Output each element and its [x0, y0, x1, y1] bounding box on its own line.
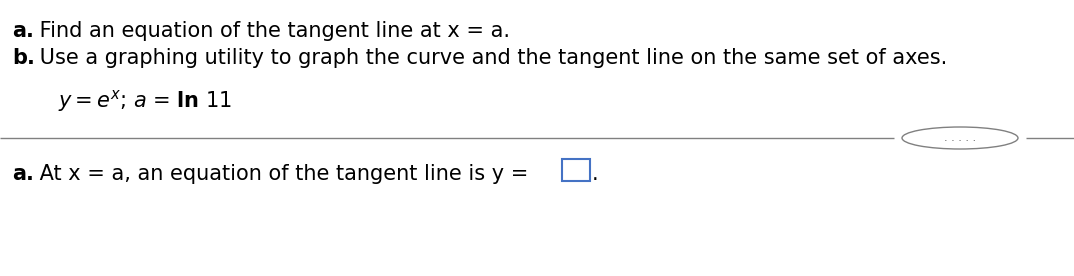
Text: Find an equation of the tangent line at x = a.: Find an equation of the tangent line at … [33, 21, 510, 41]
Ellipse shape [902, 127, 1018, 149]
FancyBboxPatch shape [562, 159, 590, 181]
Text: $y = e^{x}$; $a$ = $\mathbf{ln}$ 11: $y = e^{x}$; $a$ = $\mathbf{ln}$ 11 [58, 88, 232, 114]
Text: . . . . .: . . . . . [944, 133, 976, 143]
Text: a.: a. [12, 21, 34, 41]
Text: a.: a. [12, 164, 34, 184]
Text: Use a graphing utility to graph the curve and the tangent line on the same set o: Use a graphing utility to graph the curv… [33, 48, 947, 68]
Text: At x = a, an equation of the tangent line is y =: At x = a, an equation of the tangent lin… [33, 164, 535, 184]
Text: b.: b. [12, 48, 34, 68]
Text: .: . [592, 164, 598, 184]
